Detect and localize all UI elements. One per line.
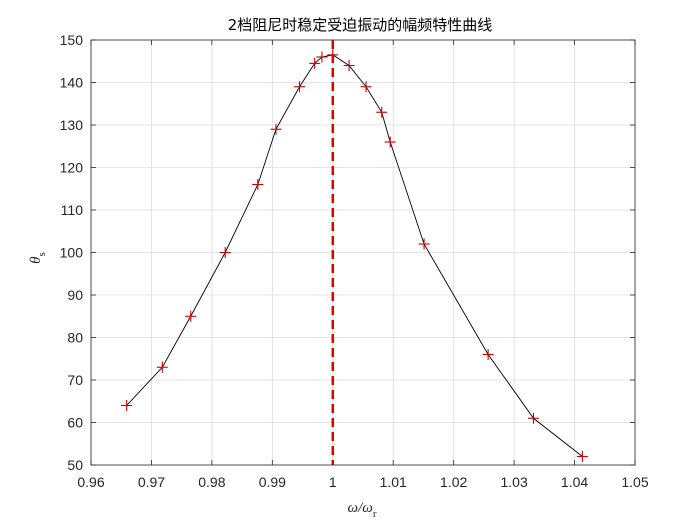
data-point-marker (360, 81, 372, 93)
data-point-marker (482, 349, 494, 360)
y-tick-label: 100 (60, 245, 84, 261)
x-tick-label: 0.99 (259, 474, 286, 490)
y-tick-label: 70 (67, 372, 83, 388)
y-tick-label: 150 (60, 32, 84, 48)
plot-frame (90, 39, 636, 466)
data-point-marker (316, 51, 328, 63)
x-tick-label: 1 (329, 474, 337, 490)
x-tick-label: 0.96 (77, 474, 104, 490)
x-tick-label: 1.02 (440, 474, 467, 490)
y-tick-label: 90 (67, 287, 83, 303)
data-point-marker (418, 238, 430, 250)
y-axis-ticks: 50 60 70 80 90 100 110 120 130 140 150 (60, 32, 635, 473)
data-point-marker (376, 106, 388, 118)
x-tick-label: 0.97 (138, 474, 165, 490)
x-tick-label: 1.04 (561, 474, 588, 490)
data-point-marker (527, 412, 539, 424)
y-axis-label-subscript: s (36, 252, 48, 256)
y-tick-label: 130 (60, 117, 84, 133)
data-point-marker (384, 136, 396, 148)
y-axis-label: θs (28, 252, 48, 264)
y-tick-label: 120 (60, 160, 84, 176)
data-point-marker (121, 400, 133, 411)
x-axis-label-subscript: r (373, 508, 377, 520)
y-tick-label: 80 (67, 330, 83, 346)
y-axis-label-main: θ (28, 256, 44, 264)
x-axis-label: ω/ωr (347, 500, 376, 520)
chart-title: 2档阻尼时稳定受迫振动的幅频特性曲线 (228, 16, 493, 34)
x-tick-label: 1.05 (621, 474, 648, 490)
data-point-marker (185, 310, 197, 322)
data-point-marker (343, 60, 355, 71)
y-tick-label: 110 (61, 202, 84, 218)
data-point-marker (252, 179, 264, 190)
data-point-marker (576, 451, 588, 462)
y-tick-label: 140 (60, 75, 84, 91)
series-line (126, 54, 583, 457)
x-axis-label-main: ω/ω (347, 500, 372, 516)
x-tick-label: 0.98 (198, 474, 225, 490)
x-axis-ticks: 0.96 0.97 0.98 0.99 1 1.01 1.02 1.03 1.04 1.05 (77, 40, 649, 490)
data-point-marker (156, 361, 168, 373)
data-point-marker (309, 57, 321, 69)
data-point-marker (270, 123, 282, 135)
data-point-marker (294, 81, 306, 93)
y-tick-label: 50 (67, 457, 83, 473)
x-tick-label: 1.01 (380, 474, 407, 490)
y-tick-label: 60 (67, 415, 83, 431)
data-point-marker (219, 247, 231, 258)
x-tick-label: 1.03 (500, 474, 527, 490)
